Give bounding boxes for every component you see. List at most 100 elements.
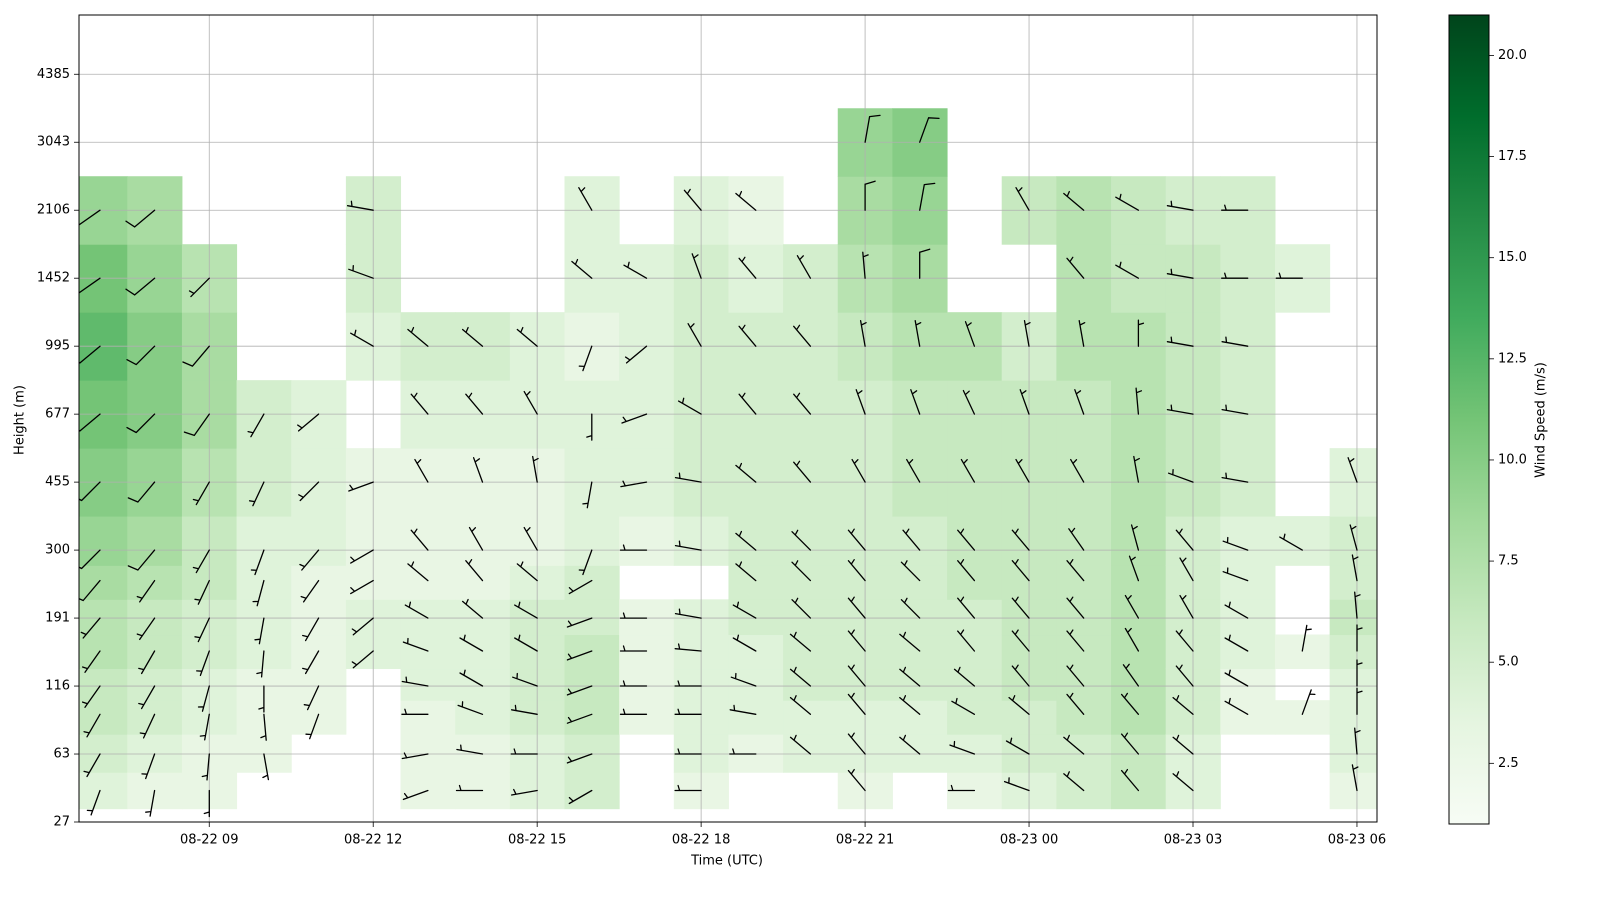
wind-barb [1122, 663, 1140, 687]
wind-barb [139, 713, 156, 739]
wind-barb [964, 321, 976, 347]
wind-barb [1120, 692, 1140, 715]
wind-barb [1066, 692, 1085, 715]
heat-cell [1111, 634, 1167, 670]
wind-barb [472, 457, 484, 483]
wind-barb [182, 345, 210, 367]
heat-cell [1329, 634, 1377, 670]
heat-cell [564, 668, 620, 701]
wind-barb [461, 598, 484, 619]
wind-barb [1166, 336, 1194, 347]
wind-barb [260, 713, 267, 741]
y-tick-label: 677 [45, 407, 70, 422]
wind-barb [1124, 627, 1140, 652]
wind-barb [791, 529, 812, 551]
wind-barb [192, 549, 210, 574]
wind-barb [1222, 567, 1249, 582]
heat-cell [1056, 634, 1112, 670]
heat-cell [892, 700, 948, 735]
y-tick-label: 995 [45, 339, 70, 354]
wind-barb [847, 629, 866, 652]
wind-barb [674, 784, 702, 792]
wind-barb [1166, 268, 1194, 279]
wind-barb [953, 666, 976, 687]
wind-barb [145, 789, 156, 817]
heat-cell [892, 516, 948, 566]
wind-barb [127, 481, 156, 503]
wind-barb [80, 617, 101, 639]
heat-cell [1056, 700, 1112, 735]
heat-cell [728, 516, 784, 566]
wind-barb [138, 650, 156, 675]
heat-cell [291, 668, 347, 701]
wind-barb [847, 664, 866, 687]
wind-barb [855, 389, 866, 415]
wind-barb [619, 645, 648, 652]
heat-cell [400, 668, 456, 701]
wind-barb [1003, 777, 1030, 792]
wind-barb [136, 579, 156, 603]
heat-cell [455, 668, 511, 701]
wind-barb [735, 462, 757, 483]
heat-cell [291, 700, 347, 735]
wind-barb [86, 789, 101, 816]
colorbar-tick-label: 2.5 [1498, 756, 1519, 771]
heat-cell [892, 634, 948, 670]
heat-cell [1220, 700, 1276, 735]
wind-barb [510, 704, 538, 715]
wind-barb [919, 182, 936, 211]
wind-barb [789, 666, 812, 687]
wind-barb [566, 753, 593, 764]
wind-barb [674, 540, 702, 551]
wind-barb [523, 526, 538, 551]
y-tick-label: 27 [53, 815, 70, 830]
wind-barb [864, 114, 881, 143]
heat-cell [400, 565, 456, 600]
heat-cell [400, 700, 456, 735]
wind-barb [621, 413, 648, 424]
wind-barb [402, 789, 429, 801]
wind-barb [957, 629, 976, 652]
wind-barb [262, 753, 270, 781]
wind-barb [456, 744, 484, 755]
wind-barb [1063, 190, 1085, 211]
heat-cell [728, 565, 784, 600]
wind-barb [1356, 624, 1363, 652]
wind-barb [1011, 664, 1030, 687]
wind-barb [79, 579, 101, 602]
heat-cell [564, 516, 620, 566]
wind-barb [1063, 734, 1085, 755]
heat-cell [1056, 565, 1112, 600]
wind-barb [197, 685, 210, 712]
wind-barb [900, 560, 921, 582]
wind-barb [732, 634, 757, 652]
wind-barb [1074, 389, 1085, 415]
wind-barb [789, 695, 812, 715]
wind-barb [735, 530, 757, 551]
wind-barb [899, 631, 921, 652]
wind-barb [1128, 555, 1140, 582]
wind-barb [252, 579, 265, 607]
wind-barb [1221, 272, 1249, 279]
heat-cell [79, 772, 128, 810]
barbs [79, 114, 1363, 818]
wind-barb [1301, 624, 1312, 652]
wind-barb [302, 650, 320, 675]
wind-barb [127, 549, 156, 571]
wind-barb [729, 748, 757, 755]
wind-barb [510, 748, 538, 755]
wind-barb [914, 319, 922, 347]
heat-cell [1056, 599, 1112, 636]
wind-barb [791, 597, 812, 619]
wind-barb [402, 637, 429, 652]
wind-barb [847, 559, 866, 582]
wind-barb [949, 740, 976, 755]
colorbar-tick-label: 15.0 [1498, 250, 1527, 265]
wind-barb [1351, 764, 1359, 792]
wind-barb [125, 277, 156, 296]
heat-cell [1274, 516, 1331, 566]
wind-barb [906, 458, 921, 483]
wind-barb [1224, 601, 1249, 619]
heat-cell [1111, 668, 1167, 701]
heat-cell [1274, 700, 1331, 735]
